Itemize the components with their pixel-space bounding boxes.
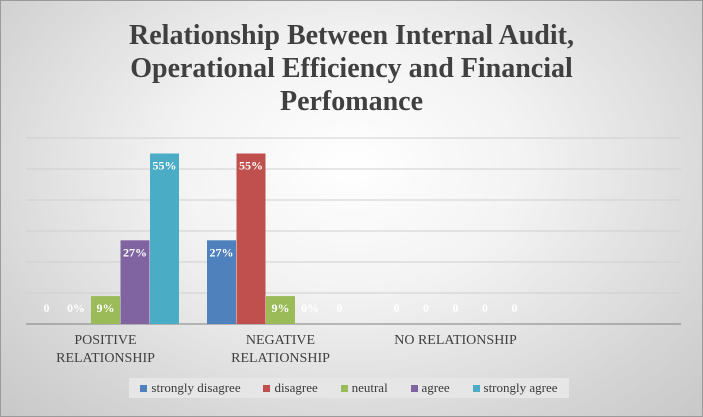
- legend-swatch: [263, 384, 271, 392]
- legend-item: strongly agree: [472, 380, 558, 396]
- data-label: 27%: [123, 245, 147, 259]
- legend-swatch: [410, 384, 418, 392]
- data-label: 27%: [210, 245, 234, 259]
- legend-label: strongly disagree: [151, 380, 241, 395]
- data-label: 0: [337, 301, 343, 315]
- data-label: 55%: [239, 159, 263, 173]
- chart-title-line: Perfomance: [279, 86, 424, 117]
- bar: [266, 296, 295, 324]
- legend-swatch: [140, 384, 148, 392]
- data-label: 55%: [153, 159, 177, 173]
- data-label: 9%: [97, 301, 115, 315]
- chart-title-line: Relationship Between Internal Audit,: [129, 20, 574, 51]
- bar: [207, 240, 236, 324]
- data-label: 9%: [272, 301, 290, 315]
- legend-item: neutral: [340, 380, 388, 396]
- legend-item: strongly disagree: [140, 380, 241, 396]
- category-label: NO RELATIONSHIP: [394, 333, 517, 348]
- category-label: POSITIVE: [74, 333, 136, 348]
- data-label: 0: [482, 301, 488, 315]
- data-label: 0: [512, 301, 518, 315]
- data-label: 0: [44, 301, 50, 315]
- category-label: RELATIONSHIP: [56, 351, 155, 366]
- bar: [120, 240, 150, 324]
- legend-label: agree: [421, 380, 450, 395]
- chart-title: Relationship Between Internal Audit, Ope…: [1, 19, 702, 118]
- chart-title-line: Operational Efficiency and Financial: [130, 53, 573, 84]
- legend-label: neutral: [351, 380, 388, 395]
- legend-item: agree: [410, 380, 450, 396]
- legend: strongly disagree disagree neutral agree str…: [129, 378, 569, 398]
- data-label: 0%: [301, 301, 319, 315]
- data-label: 0: [453, 301, 459, 315]
- legend-label: strongly agree: [483, 380, 558, 395]
- bar: [150, 153, 179, 324]
- bar: [91, 296, 120, 324]
- bar: [236, 153, 266, 324]
- legend-swatch: [340, 384, 348, 392]
- legend-item: disagree: [263, 380, 318, 396]
- category-label: NEGATIVE: [246, 333, 315, 348]
- category-label: RELATIONSHIP: [231, 351, 330, 366]
- data-label: 0: [423, 301, 429, 315]
- legend-swatch: [472, 384, 480, 392]
- data-label: 0: [394, 301, 400, 315]
- data-label: 0%: [67, 301, 85, 315]
- legend-label: disagree: [274, 380, 318, 395]
